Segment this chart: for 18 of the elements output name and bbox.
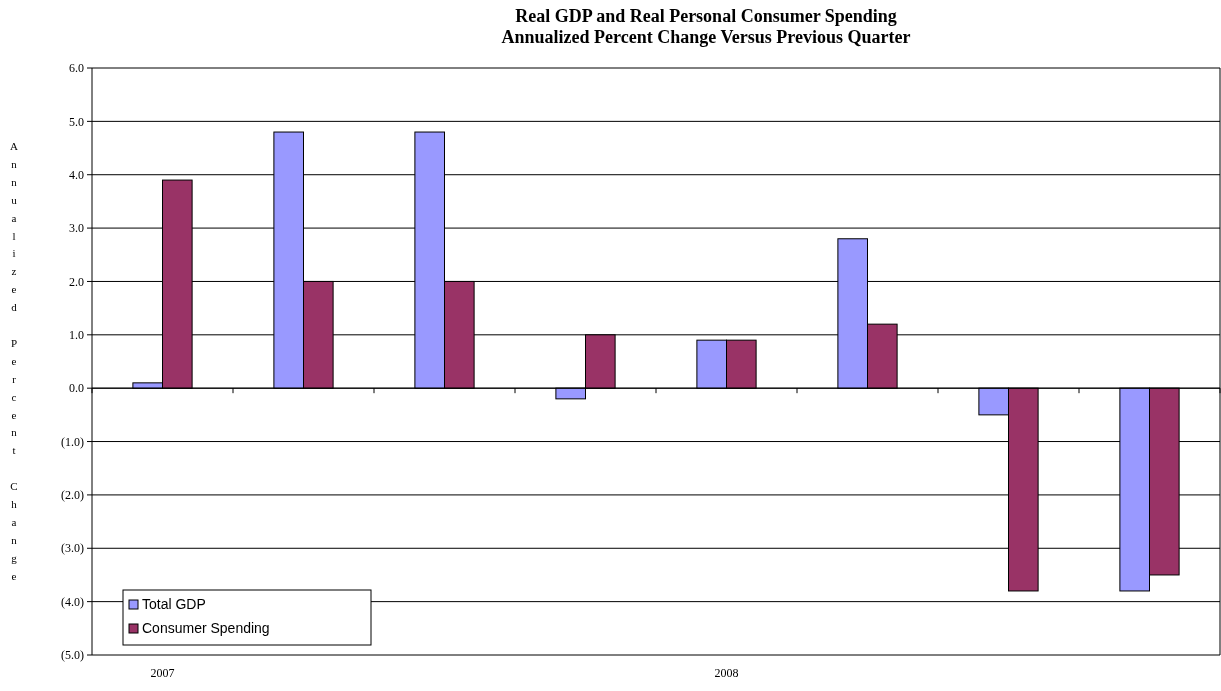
y-tick-label: (4.0) (61, 594, 84, 609)
y-tick-label: (3.0) (61, 541, 84, 556)
y-tick-label: 2.0 (69, 274, 84, 289)
text: Annualized Percent Change (10, 140, 18, 582)
y-tick-label: 1.0 (69, 328, 84, 343)
x-tick-label: 2007 (150, 666, 175, 680)
legend-label: Consumer Spending (142, 620, 270, 636)
x-tick-label: 2008 (714, 666, 739, 680)
y-tick-label: (1.0) (61, 434, 84, 449)
legend-label: Total GDP (142, 596, 206, 612)
y-tick-label: (5.0) (61, 648, 84, 663)
y-tick-label: 4.0 (69, 167, 84, 182)
y-tick-label: 5.0 (69, 114, 84, 129)
chart-title: Real GDP and Real Personal Consumer Spending Annualized Percent Change Versus Previous Quarter (501, 6, 911, 47)
y-tick-label: 3.0 (69, 221, 84, 236)
y-tick-label: 0.0 (69, 381, 84, 396)
y-tick-label: 6.0 (69, 61, 84, 76)
y-tick-label: (2.0) (61, 488, 84, 503)
